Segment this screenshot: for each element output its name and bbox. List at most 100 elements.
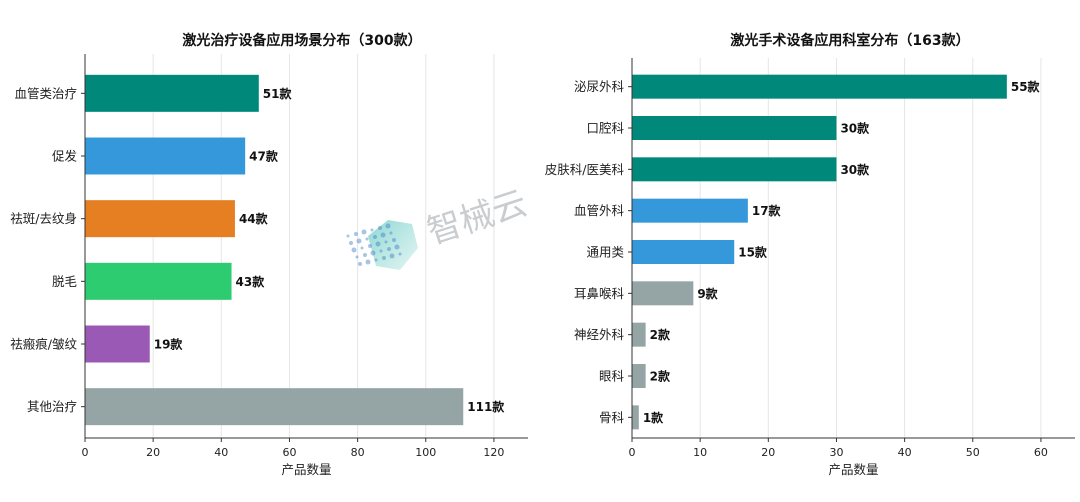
left-chart-x-tick-label: 60 bbox=[282, 446, 296, 459]
left-chart-y-tick-label: 祛斑/去纹身 bbox=[10, 211, 77, 226]
watermark-dot bbox=[368, 244, 372, 248]
right-chart-data-label: 1款 bbox=[643, 410, 664, 425]
watermark-dot bbox=[378, 226, 382, 230]
left-chart-x-axis-label: 产品数量 bbox=[281, 462, 331, 477]
right-chart-bar bbox=[632, 240, 735, 264]
right-chart-y-tick-label: 口腔科 bbox=[586, 121, 624, 136]
left-chart: 激光治疗设备应用场景分布（300款） 51款 47款 44款 43款 19款 111款 血… bbox=[10, 32, 528, 477]
left-chart-bar bbox=[85, 200, 235, 238]
right-chart-data-label: 55款 bbox=[1011, 79, 1041, 94]
right-chart-bar bbox=[632, 74, 1007, 99]
watermark-dot bbox=[346, 234, 350, 238]
watermark-dot bbox=[375, 241, 381, 247]
watermark-hexagon-icon bbox=[368, 220, 418, 270]
right-chart-bar bbox=[632, 405, 639, 430]
left-chart-data-label: 51款 bbox=[263, 86, 293, 101]
watermark-dot bbox=[374, 258, 378, 262]
right-chart-y-tick-label: 泌尿外科 bbox=[574, 79, 625, 94]
right-chart-x-tick-label: 0 bbox=[629, 446, 636, 459]
left-chart-x-tick-label: 80 bbox=[351, 446, 365, 459]
watermark-dot bbox=[360, 246, 364, 250]
watermark-dot bbox=[389, 231, 393, 235]
right-chart-title: 激光手术设备应用科室分布（163款） bbox=[730, 32, 969, 49]
watermark-dot bbox=[385, 223, 391, 229]
watermark-dot bbox=[361, 229, 367, 235]
right-chart-data-label: 2款 bbox=[650, 327, 671, 342]
right-chart-x-tick-label: 60 bbox=[1034, 446, 1048, 459]
right-chart-data-label: 9款 bbox=[697, 286, 718, 301]
watermark-dot bbox=[370, 250, 376, 256]
right-chart-y-tick-label: 血管外科 bbox=[574, 203, 625, 218]
right-chart-x-tick-label: 10 bbox=[693, 446, 707, 459]
watermark-dot bbox=[358, 262, 362, 266]
right-chart-data-label: 15款 bbox=[738, 245, 768, 260]
watermark-dot bbox=[370, 228, 374, 232]
right-chart-y-tick-label: 骨科 bbox=[599, 410, 625, 425]
watermark-dot bbox=[389, 253, 395, 259]
watermark-dot bbox=[398, 252, 402, 256]
watermark-dot bbox=[380, 232, 386, 238]
left-chart-data-label: 47款 bbox=[249, 149, 279, 164]
left-chart-bar bbox=[85, 325, 150, 363]
left-chart-x-tick-label: 120 bbox=[483, 446, 504, 459]
watermark-dot bbox=[373, 235, 377, 239]
right-chart-y-tick-label: 眼科 bbox=[599, 369, 625, 384]
left-chart-bar bbox=[85, 388, 464, 426]
right-chart-y-tick-label: 通用类 bbox=[586, 245, 624, 260]
left-chart-data-label: 19款 bbox=[154, 337, 184, 352]
right-chart-y-tick-label: 皮肤科/医美科 bbox=[545, 162, 625, 177]
watermark-dot bbox=[384, 240, 388, 244]
watermark-dots-icon bbox=[346, 223, 402, 266]
watermark-logo: 智械云 bbox=[346, 183, 532, 270]
right-chart-bar bbox=[632, 281, 694, 306]
right-chart: 激光手术设备应用科室分布（163款） 55款 30款 30款 17款 15款 9款 2款 2款… bbox=[545, 32, 1075, 477]
right-chart-y-tick-label: 神经外科 bbox=[574, 327, 625, 342]
right-chart-x-tick-label: 20 bbox=[761, 446, 775, 459]
left-chart-x-tick-label: 40 bbox=[214, 446, 228, 459]
right-chart-data-label: 2款 bbox=[650, 369, 671, 384]
right-chart-x-axis-label: 产品数量 bbox=[828, 462, 878, 477]
watermark-dot bbox=[365, 237, 369, 241]
watermark-dot bbox=[349, 241, 353, 245]
watermark-dot bbox=[392, 238, 396, 242]
right-chart-bar bbox=[632, 322, 646, 347]
left-chart-data-label: 43款 bbox=[236, 274, 266, 289]
right-chart-bar bbox=[632, 157, 837, 182]
left-chart-y-tick-label: 促发 bbox=[52, 149, 78, 164]
watermark-dot bbox=[365, 259, 371, 265]
watermark-dot bbox=[356, 238, 362, 244]
watermark-dot bbox=[354, 232, 358, 236]
left-chart-y-tick-label: 血管类治疗 bbox=[14, 86, 77, 101]
left-chart-x-tick-label: 0 bbox=[82, 446, 89, 459]
watermark-dot bbox=[387, 247, 391, 251]
watermark-dot bbox=[351, 247, 357, 253]
watermark-dot bbox=[379, 249, 383, 253]
right-chart-x-tick-label: 40 bbox=[898, 446, 912, 459]
right-chart-y-tick-label: 耳鼻喉科 bbox=[574, 286, 625, 301]
right-chart-data-label: 17款 bbox=[752, 203, 782, 218]
watermark-dot bbox=[382, 256, 386, 260]
left-chart-x-tick-label: 100 bbox=[415, 446, 436, 459]
right-chart-data-label: 30款 bbox=[840, 162, 870, 177]
left-chart-bar bbox=[85, 137, 246, 175]
left-chart-data-label: 44款 bbox=[239, 211, 269, 226]
left-chart-y-tick-label: 脱毛 bbox=[52, 274, 78, 289]
watermark-dot bbox=[394, 244, 400, 250]
watermark-dot bbox=[355, 255, 359, 259]
left-chart-bar bbox=[85, 262, 232, 300]
right-chart-x-tick-label: 30 bbox=[829, 446, 843, 459]
left-chart-y-tick-label: 其他治疗 bbox=[27, 399, 77, 414]
right-chart-data-label: 30款 bbox=[840, 121, 870, 136]
right-chart-bar bbox=[632, 364, 646, 388]
watermark-dot bbox=[363, 253, 367, 257]
right-chart-bar bbox=[632, 116, 837, 140]
left-chart-bar bbox=[85, 74, 259, 112]
left-chart-title: 激光治疗设备应用场景分布（300款） bbox=[182, 32, 421, 49]
left-chart-x-tick-label: 20 bbox=[146, 446, 160, 459]
left-chart-y-tick-label: 祛瘢痕/皱纹 bbox=[10, 337, 77, 352]
left-chart-data-label: 111款 bbox=[467, 399, 505, 414]
right-chart-x-tick-label: 50 bbox=[966, 446, 980, 459]
watermark-text: 智械云 bbox=[422, 183, 531, 253]
right-chart-bar bbox=[632, 198, 748, 223]
